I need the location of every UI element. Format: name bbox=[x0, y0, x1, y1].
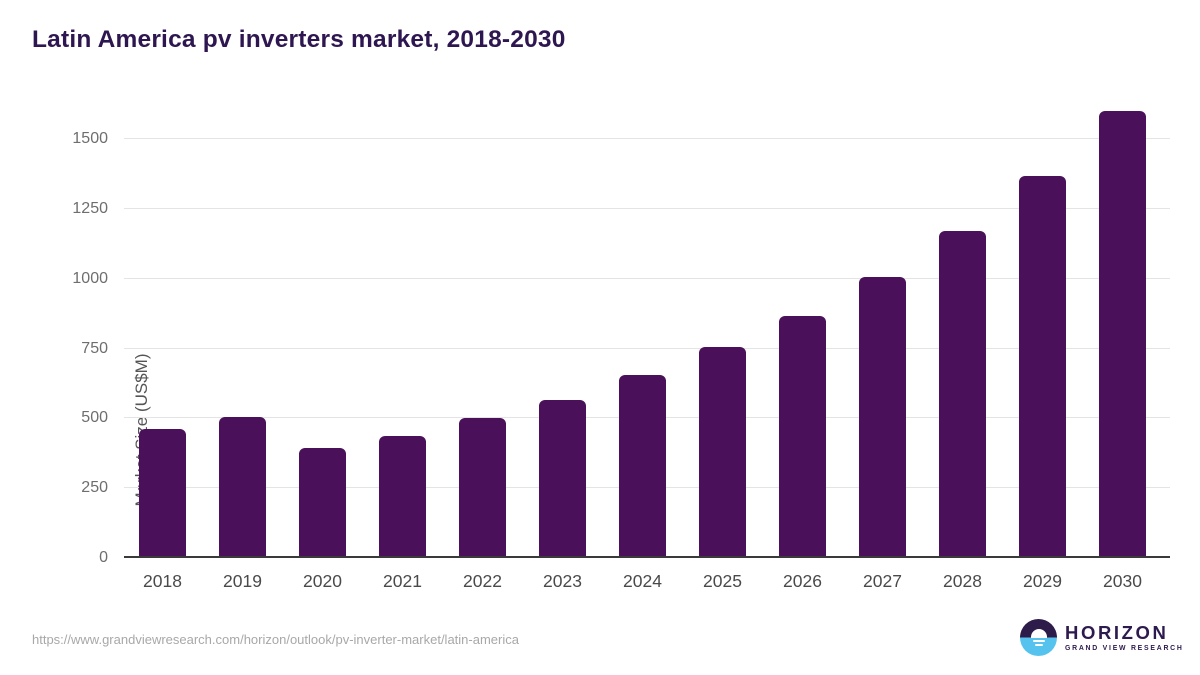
x-tick-label-2023: 2023 bbox=[543, 571, 582, 591]
x-tick-label-2021: 2021 bbox=[383, 571, 422, 591]
y-tick-label-500: 500 bbox=[81, 409, 108, 427]
x-tick-label-2022: 2022 bbox=[463, 571, 502, 591]
bar-2027 bbox=[859, 276, 906, 558]
bar-2019 bbox=[219, 417, 266, 558]
x-tick-label-2020: 2020 bbox=[303, 571, 342, 591]
x-tick-label-2027: 2027 bbox=[863, 571, 902, 591]
y-tick-label-0: 0 bbox=[99, 549, 108, 566]
bar-2028 bbox=[939, 231, 986, 558]
brand-logo: HORIZON GRAND VIEW RESEARCH bbox=[1020, 619, 1184, 656]
y-tick-label-1000: 1000 bbox=[72, 269, 108, 287]
bar-2018 bbox=[139, 429, 186, 558]
gridline-1250 bbox=[124, 208, 1170, 209]
horizon-sun-icon bbox=[1020, 619, 1057, 656]
logo-text: HORIZON GRAND VIEW RESEARCH bbox=[1065, 622, 1184, 653]
y-tick-label-1500: 1500 bbox=[72, 130, 108, 148]
y-tick-label-1250: 1250 bbox=[72, 200, 108, 217]
chart-title: Latin America pv inverters market, 2018-… bbox=[32, 26, 566, 53]
bar-2025 bbox=[699, 347, 746, 558]
logo-name: HORIZON bbox=[1065, 622, 1169, 643]
x-axis-line bbox=[124, 556, 1170, 558]
bar-2030 bbox=[1099, 111, 1146, 558]
x-tick-label-2019: 2019 bbox=[223, 571, 262, 591]
gridline-1500 bbox=[124, 138, 1170, 140]
bar-2020 bbox=[299, 448, 346, 558]
x-tick-label-2026: 2026 bbox=[783, 571, 822, 591]
bar-2021 bbox=[379, 436, 426, 558]
x-tick-label-2029: 2029 bbox=[1023, 571, 1062, 591]
y-tick-label-250: 250 bbox=[81, 479, 108, 497]
logo-subtitle: GRAND VIEW RESEARCH bbox=[1065, 645, 1184, 652]
plot-area: Market Size (US$M) bbox=[124, 100, 1170, 558]
x-tick-label-2030: 2030 bbox=[1103, 571, 1142, 591]
bar-2026 bbox=[779, 316, 826, 558]
bar-2024 bbox=[619, 375, 666, 558]
bar-2022 bbox=[459, 417, 506, 558]
x-tick-label-2024: 2024 bbox=[623, 571, 662, 591]
gridline-1000 bbox=[124, 277, 1170, 279]
sun-reflection-line bbox=[1034, 643, 1043, 646]
bar-2023 bbox=[539, 399, 586, 558]
bar-2029 bbox=[1019, 175, 1066, 558]
y-tick-label-750: 750 bbox=[81, 339, 108, 357]
gridline-750 bbox=[124, 347, 1170, 349]
sun-dome-shape bbox=[1030, 629, 1047, 638]
sun-reflection-line bbox=[1032, 639, 1045, 642]
x-tick-label-2018: 2018 bbox=[143, 571, 182, 591]
source-url: https://www.grandviewresearch.com/horizo… bbox=[32, 632, 519, 647]
x-tick-label-2028: 2028 bbox=[943, 571, 982, 591]
x-tick-label-2025: 2025 bbox=[703, 571, 742, 591]
